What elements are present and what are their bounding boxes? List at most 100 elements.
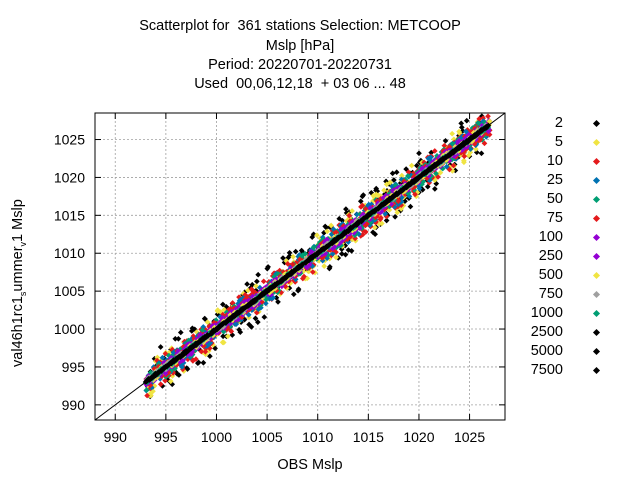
legend-label-250: 250 [538,248,563,264]
x-tick-label: 1025 [454,429,485,445]
scatter-point-series-2 [432,186,438,192]
scatter-point-series-5 [381,187,387,194]
scatter-point-series-5 [328,222,334,229]
y-tick-label: 1015 [54,207,85,223]
scatter-point-series-10 [301,273,307,280]
x-tick-label: 1000 [201,429,232,445]
scatter-point-series-5 [225,333,231,340]
legend-label-5000: 5000 [530,343,563,359]
scatter-point-series-2 [244,281,250,287]
y-tick-label: 1005 [54,283,85,299]
scatter-point-series-10 [198,348,205,355]
y-tick-label: 1020 [54,169,85,185]
scatter-point-series-2 [177,329,184,336]
scatter-point-series-2 [290,291,297,298]
scatter-point-series-2 [275,299,281,305]
scatter-point-series-2 [201,315,208,322]
scatter-point-series-5 [214,308,221,315]
scatter-point-series-5 [387,179,394,186]
scatter-point-series-2 [392,213,398,220]
scatter-point-series-2 [175,335,182,342]
scatter-point-series-5 [167,378,174,385]
scatter-point-series-25 [159,354,166,361]
scatter-point-series-25 [269,295,275,302]
scatter-point-series-2 [295,287,301,294]
scatter-point-series-2 [370,229,376,236]
scatter-point-series-2 [200,359,207,366]
scatter-point-series-10 [346,212,353,219]
legend-label-750: 750 [538,286,563,302]
scatter-point-series-10 [405,169,412,176]
scatter-point-series-2 [286,249,293,256]
x-tick-label: 1015 [353,429,384,445]
scatter-point-series-2 [357,198,364,205]
scatter-point-series-10 [260,278,267,285]
legend-label-5: 5 [554,134,563,150]
scatter-point-series-10 [157,381,164,388]
scatter-point-series-10 [228,328,235,335]
x-axis-label: OBS Mslp [277,457,343,473]
chart-subtitle-used: Used 00,06,12,18 + 03 06 ... 48 [194,76,406,92]
legend-label-1000: 1000 [530,305,563,321]
scatter-point-series-10 [441,142,448,149]
scatter-point-series-10 [284,261,291,267]
scatter-point-series-25 [207,340,214,346]
scatter-point-series-2 [359,193,366,200]
scatter-point-series-50 [199,327,206,333]
y-tick-label: 990 [62,397,86,413]
scatter-point-series-5 [349,208,355,214]
y-axis-label: val46h1rc1summerv1 Mslp [10,199,28,367]
scatter-point-series-5 [148,392,154,399]
legend-label-50: 50 [546,191,563,207]
scatter-point-series-2 [261,314,268,320]
scatter-point-series-2 [348,248,355,254]
y-tick-label: 1025 [54,132,85,148]
y-tick-label: 1000 [54,321,85,337]
scatter-point-series-2 [393,169,400,176]
scatter-point-series-2 [246,321,252,328]
scatter-point-series-2 [416,150,422,157]
scatter-point-series-2 [458,120,465,127]
scatter-point-series-50 [143,387,150,393]
scatter-point-series-5 [461,157,467,164]
scatter-point-series-10 [412,191,418,198]
scatter-point-series-2 [255,271,261,278]
scatter-point-series-2 [280,255,286,261]
scatter-point-series-5 [370,192,377,199]
scatter-point-series-25 [245,311,252,318]
scatter-point-series-25 [443,163,450,170]
scatter-point-series-50 [405,173,411,179]
scatter-point-series-5 [408,162,415,169]
scatter-point-series-5 [473,146,479,152]
scatter-point-series-2 [292,248,299,255]
scatter-point-series-10 [485,113,491,120]
x-tick-label: 995 [154,429,178,445]
chart-subtitle-period: Period: 20220701-20220731 [208,57,392,73]
scatter-point-series-10 [450,162,457,169]
scatter-point-series-2 [264,265,271,272]
scatter-point-series-2 [252,315,259,322]
scatter-point-series-2 [373,185,380,192]
scatter-point-series-10 [378,215,384,221]
scatter-point-series-2 [194,360,201,366]
scatter-point-series-5 [290,253,296,260]
scatter-point-series-2 [322,223,329,230]
legend-label-500: 500 [538,267,563,283]
x-tick-label: 990 [104,429,128,445]
scatter-point-series-10 [202,348,209,355]
scatter-point-series-5 [321,263,328,269]
legend-label-25: 25 [546,172,563,188]
scatter-point-series-25 [233,321,240,327]
scatter-points [142,113,493,400]
scatter-point-series-10 [481,140,488,147]
legend-label-75: 75 [546,210,563,226]
scatter-point-series-25 [463,128,469,135]
scatter-point-series-50 [299,252,306,259]
scatter-point-series-25 [416,185,423,192]
scatter-point-series-2 [172,335,179,342]
scatter-point-series-5 [220,339,227,346]
legend-label-10: 10 [546,153,563,169]
chart-subtitle-parameter: Mslp [hPa] [265,38,335,54]
scatter-point-series-5 [437,169,444,176]
